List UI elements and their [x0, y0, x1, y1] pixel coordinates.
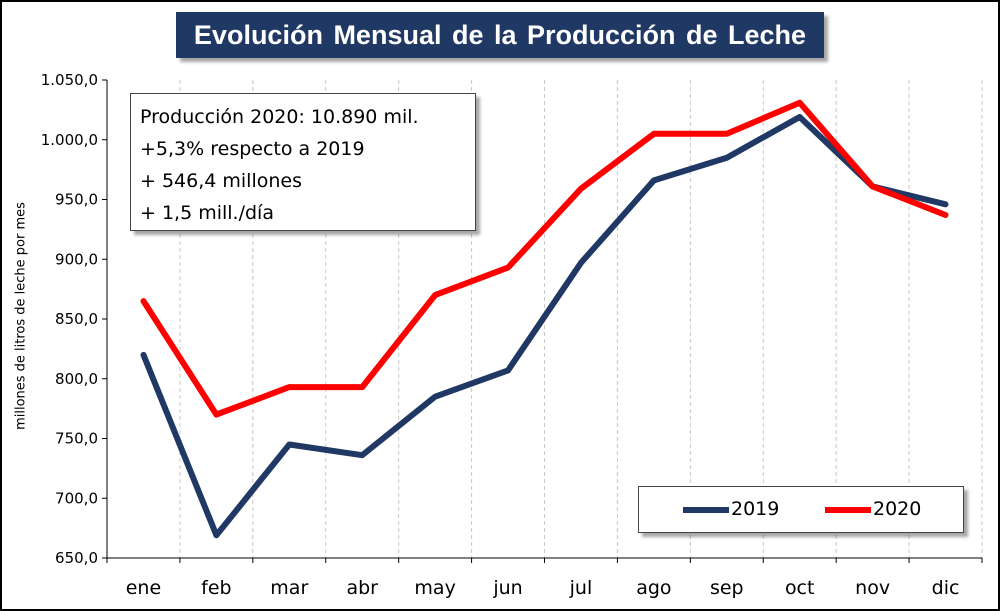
x-tick-label: jul	[569, 577, 593, 599]
y-tick-label: 800,0	[55, 370, 98, 388]
x-tick-label: mar	[270, 577, 308, 599]
x-tick-label: feb	[201, 577, 231, 599]
x-tick-label: dic	[932, 577, 960, 599]
x-tick-label: jun	[492, 577, 522, 599]
chart-title: Evolución Mensual de la Producción de Le…	[176, 12, 824, 58]
annotation-box: Producción 2020: 10.890 mil. +5,3% respe…	[130, 93, 476, 231]
annotation-line: Producción 2020: 10.890 mil.	[140, 106, 419, 128]
x-tick-label: ene	[126, 577, 161, 599]
x-tick-label: oct	[785, 577, 815, 599]
y-tick-label: 650,0	[55, 549, 98, 567]
x-tick-label: may	[414, 577, 455, 599]
annotation-line: + 1,5 mill./día	[140, 202, 274, 224]
y-tick-label: 850,0	[55, 310, 98, 328]
series-line-2019	[140, 114, 949, 539]
series-line-2020	[140, 99, 949, 418]
y-tick-label: 900,0	[55, 250, 98, 268]
x-tick-label: abr	[346, 577, 378, 599]
annotation-line: + 546,4 millones	[140, 170, 302, 192]
y-axis-label: millones de litros de leche por mes	[13, 202, 29, 430]
x-tick-label: sep	[710, 577, 744, 599]
y-tick-label: 1.000,0	[41, 131, 98, 149]
legend-label-2020: 2020	[873, 498, 922, 520]
annotation-line: +5,3% respecto a 2019	[140, 138, 365, 160]
y-tick-label: 750,0	[55, 430, 98, 448]
legend-label-2019: 2019	[731, 498, 780, 520]
legend-swatch-2020	[825, 507, 871, 513]
legend: 2019 2020	[638, 486, 964, 533]
y-tick-label: 1.050,0	[41, 71, 98, 89]
y-tick-label: 700,0	[55, 489, 98, 507]
x-tick-label: nov	[855, 577, 890, 599]
x-tick-label: ago	[636, 577, 671, 599]
y-tick-label: 950,0	[55, 191, 98, 209]
legend-swatch-2019	[683, 507, 729, 513]
